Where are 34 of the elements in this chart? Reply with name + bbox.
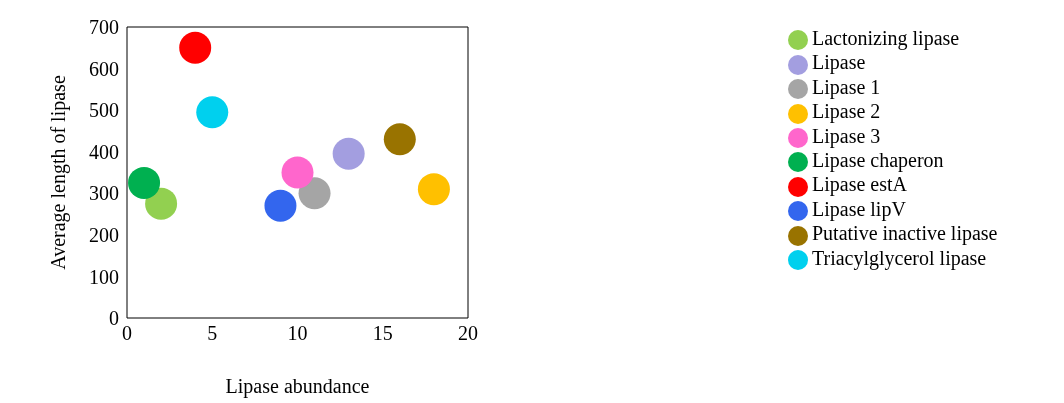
legend-label: Lipase lipV — [812, 197, 906, 220]
x-tick-label: 15 — [372, 322, 393, 345]
point — [196, 96, 229, 129]
legend-label: Lipase — [812, 51, 866, 74]
y-tick-label: 500 — [89, 99, 119, 122]
point — [281, 156, 314, 189]
legend-label: Lipase 3 — [812, 124, 881, 147]
y-tick-label: 700 — [89, 16, 119, 39]
legend-label: Lipase 1 — [812, 75, 881, 98]
point — [332, 137, 365, 170]
point — [383, 123, 416, 156]
x-tick-label: 20 — [458, 322, 478, 345]
x-axis-title: Lipase abundance — [225, 375, 370, 398]
y-tick-label: 0 — [109, 307, 119, 330]
point — [128, 166, 161, 199]
y-tick-label: 300 — [89, 182, 119, 205]
point — [264, 189, 297, 222]
y-tick-label: 100 — [89, 265, 119, 288]
point — [417, 173, 450, 206]
legend-label: Triacylglycerol lipase — [812, 246, 987, 269]
legend-label: Lipase chaperon — [812, 149, 944, 172]
legend-label: Lipase 2 — [812, 100, 881, 123]
point — [298, 177, 331, 210]
point — [179, 31, 212, 64]
y-tick-label: 200 — [89, 223, 119, 246]
legend-label: Lactonizing lipase — [812, 27, 960, 49]
x-tick-label: 10 — [287, 322, 308, 345]
legend-label: Lipase estA — [812, 173, 907, 196]
y-axis-title: Average length of lipase — [47, 75, 71, 270]
point — [145, 187, 178, 220]
x-tick-label: 5 — [207, 322, 218, 345]
y-tick-label: 600 — [89, 57, 119, 80]
y-tick-label: 400 — [89, 140, 119, 163]
legend-label: Putative inactive lipase — [812, 222, 998, 245]
